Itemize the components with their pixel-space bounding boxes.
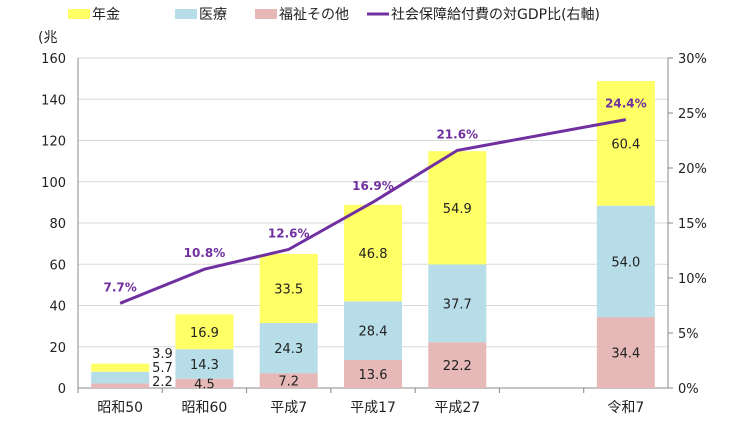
bar-医療 [428,264,487,343]
bar-年金 [175,314,234,350]
bar-value-label: 24.3 [274,342,303,357]
bar-年金 [344,204,402,302]
line-value-label: 16.9% [352,179,394,193]
y-tick-label: 160 [41,52,66,67]
legend-label: 福祉その他 [279,7,349,23]
bar-福祉その他 [91,383,150,388]
legend-swatch [255,9,277,19]
y-tick-label: 0 [58,382,66,397]
y-tick-label: 40 [49,300,66,315]
y2-tick-label: 15% [678,217,707,232]
gdp-ratio-line [119,118,627,305]
bar-value-label: 7.2 [278,375,299,390]
y2-tick-label: 5% [678,327,699,342]
bar-年金 [596,81,655,206]
bar-年金 [259,253,318,324]
x-tick-label: 平成7 [270,400,307,416]
bar-福祉その他 [175,378,234,388]
x-tick-label: 昭和60 [182,400,228,416]
y-tick-label: 140 [41,93,66,108]
bar-value-label: 37.7 [443,297,472,312]
bar-value-label: 2.2 [152,375,173,390]
bar-医療 [259,323,318,374]
bar-value-label: 14.3 [190,358,219,373]
bar-年金 [91,363,150,372]
bar-value-label: 13.6 [359,368,388,383]
legend-label: 社会保障給付費の対GDP比(右軸) [391,7,600,23]
line-value-label: 12.6% [268,226,310,240]
legend-swatch [175,9,197,19]
y-tick-label: 60 [49,258,66,273]
x-tick-label: 平成17 [350,400,396,416]
bar-医療 [91,371,150,384]
y-tick-label: 80 [49,217,66,232]
bar-value-label: 33.5 [274,282,303,297]
bar-value-label: 22.2 [443,359,472,374]
bar-福祉その他 [259,373,318,388]
legend-label: 年金 [92,7,120,23]
y-tick-label: 20 [49,341,66,356]
line-value-label: 24.4% [605,97,647,111]
bar-value-label: 28.4 [359,325,388,340]
legend-label: 医療 [199,6,227,23]
bar-医療 [596,205,655,318]
line-value-label: 7.7% [104,280,137,294]
bar-医療 [344,301,402,360]
x-tick-label: 平成27 [434,400,480,416]
bar-value-label: 46.8 [359,247,388,262]
bar-福祉その他 [428,342,487,388]
y-unit-label: (兆 [38,30,57,46]
bar-value-label: 5.7 [152,361,173,376]
y2-tick-label: 25% [678,107,707,122]
bar-年金 [428,151,487,265]
y2-tick-label: 0% [678,382,699,397]
y2-tick-label: 20% [678,162,707,177]
bar-福祉その他 [596,317,655,388]
x-tick-label: 令和7 [607,400,644,416]
bar-value-label: 60.4 [611,137,640,152]
y2-tick-label: 10% [678,272,707,287]
bar-value-label: 3.9 [152,347,173,362]
y-tick-label: 120 [41,135,66,150]
x-tick-label: 昭和50 [97,400,143,416]
line-value-label: 21.6% [436,127,478,141]
bar-value-label: 54.0 [611,255,640,270]
line-value-label: 10.8% [184,246,226,260]
bar-医療 [175,349,234,379]
y2-tick-label: 30% [678,52,707,67]
legend-swatch [68,9,90,19]
bar-福祉その他 [344,359,402,388]
bar-value-label: 54.9 [443,202,472,217]
y-tick-label: 100 [41,176,66,191]
bar-value-label: 16.9 [190,326,219,341]
bar-value-label: 34.4 [611,347,640,362]
bar-value-label: 4.5 [194,377,215,392]
